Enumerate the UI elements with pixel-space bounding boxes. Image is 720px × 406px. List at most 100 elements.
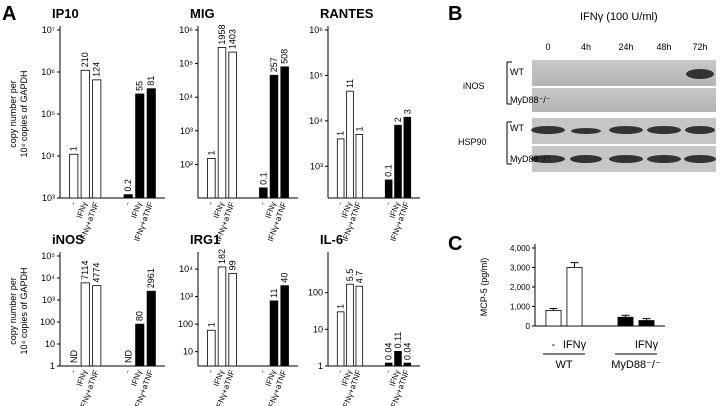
y-tick-label: 10⁷ xyxy=(42,25,55,35)
chart-title: IL-6 xyxy=(320,232,343,247)
genotype-label: MyD88⁻/⁻ xyxy=(510,95,551,105)
y-tick-label: 100 xyxy=(308,288,323,298)
bar-label: 11 xyxy=(269,289,279,298)
y-tick-label: 10⁶ xyxy=(179,25,193,35)
chart-title: IP10 xyxy=(52,6,79,21)
bar-label: 4.7 xyxy=(354,271,364,284)
error-bar xyxy=(549,307,558,311)
y-tick-label: 10⁴ xyxy=(309,116,323,126)
x-tick-label: - xyxy=(383,200,392,206)
bar xyxy=(403,362,412,367)
bar xyxy=(280,66,289,199)
blot-strip xyxy=(532,88,716,112)
bar xyxy=(228,272,237,367)
genotype-label: WT xyxy=(510,123,524,133)
bar-label: 7114 xyxy=(80,261,90,280)
x-tick-label: - xyxy=(68,368,77,374)
y-tick-label: 3,000 xyxy=(510,264,531,273)
bar-label: 0.2 xyxy=(123,179,133,192)
y-tick-label: 10⁵ xyxy=(41,251,55,261)
bar-label: 0.11 xyxy=(393,332,403,349)
error-bar xyxy=(570,262,579,268)
x-tick-label: - xyxy=(206,200,215,206)
bar xyxy=(217,47,227,199)
y-tick-label: 10 xyxy=(45,339,55,349)
bar xyxy=(228,51,237,199)
bar-label: 99 xyxy=(228,260,238,270)
error-bar xyxy=(621,314,630,318)
genotype-label: WT xyxy=(510,67,524,77)
bar xyxy=(394,124,402,199)
bar xyxy=(355,134,364,199)
bar-label: 1 xyxy=(336,304,346,309)
group-label: MyD88⁻/⁻ xyxy=(611,359,661,371)
bar xyxy=(92,285,102,367)
bar-label: 5.5 xyxy=(345,269,355,282)
bar xyxy=(394,351,402,367)
y-tick-label: 10³ xyxy=(310,161,323,171)
bar xyxy=(80,69,90,199)
bar-label: 2961 xyxy=(146,268,156,288)
bands xyxy=(531,126,716,163)
chart-title: IRG1 xyxy=(190,232,220,247)
blot-title: IFNγ (100 U/ml) xyxy=(580,11,658,23)
y-tick-label: 1 xyxy=(50,361,55,371)
bar-label: 11 xyxy=(345,79,355,88)
x-tick-label: - xyxy=(206,368,215,374)
bar-label: 81 xyxy=(146,76,156,86)
bar xyxy=(336,138,345,199)
bar-label: ND xyxy=(123,350,133,363)
panel-label: B xyxy=(448,3,462,25)
chart-title: iNOS xyxy=(52,232,84,247)
bar-label: 0.04 xyxy=(384,343,394,361)
bar-label: 1 xyxy=(354,126,364,131)
x-tick-label: - xyxy=(552,339,556,351)
group-label: WT xyxy=(555,359,572,371)
x-tick-label: - xyxy=(123,368,132,374)
bar-label: 182 xyxy=(217,249,227,264)
y-tick-label: 10⁵ xyxy=(309,70,323,80)
bar xyxy=(269,74,279,199)
genotype-label: MyD88⁻/⁻ xyxy=(510,154,551,164)
chart-title: RANTES xyxy=(320,6,374,21)
bar-label: 0.1 xyxy=(258,172,268,185)
bar xyxy=(269,300,279,367)
error-bar xyxy=(642,318,651,321)
bar-label: 3 xyxy=(402,109,412,114)
y-tick-label: 10³ xyxy=(42,193,55,203)
bar xyxy=(384,362,393,367)
bar xyxy=(217,266,227,367)
bar xyxy=(207,329,216,367)
chart-title: MIG xyxy=(190,6,215,21)
western-blot: IFNγ (100 U/ml) 0 4h 24h 48h 72h iNOS WT… xyxy=(458,11,716,172)
bar xyxy=(207,158,216,199)
y-tick-label: 0 xyxy=(526,322,531,331)
y-tick-label: 100 xyxy=(178,319,193,329)
y-tick-label: 10⁶ xyxy=(41,67,55,77)
y-tick-label: 10⁴ xyxy=(179,92,193,102)
y-axis-label: MCP-5 (pg/ml) xyxy=(479,258,489,317)
x-tick-label: - xyxy=(335,368,344,374)
bar xyxy=(403,116,412,199)
bar-label: 124 xyxy=(92,62,102,77)
blot-strip xyxy=(532,60,716,86)
bar-label: 257 xyxy=(269,57,279,72)
y-tick-label: 10⁴ xyxy=(41,273,55,283)
y-axis-label: copy number per xyxy=(8,277,18,345)
x-tick-label: - xyxy=(258,200,267,206)
protein-label: HSP90 xyxy=(458,137,487,147)
bar-label: 210 xyxy=(80,52,90,67)
protein-label: iNOS xyxy=(463,81,485,91)
lane-label: 24h xyxy=(618,42,633,52)
bar-label: 2 xyxy=(393,117,403,122)
bar xyxy=(346,283,354,367)
bar-label: 508 xyxy=(280,49,290,64)
bar xyxy=(80,282,90,367)
bar xyxy=(346,90,354,199)
bar xyxy=(566,267,583,327)
bar xyxy=(123,194,133,199)
x-tick-label: - xyxy=(335,200,344,206)
x-tick-label: IFNγ xyxy=(635,339,659,351)
bar xyxy=(545,309,562,327)
